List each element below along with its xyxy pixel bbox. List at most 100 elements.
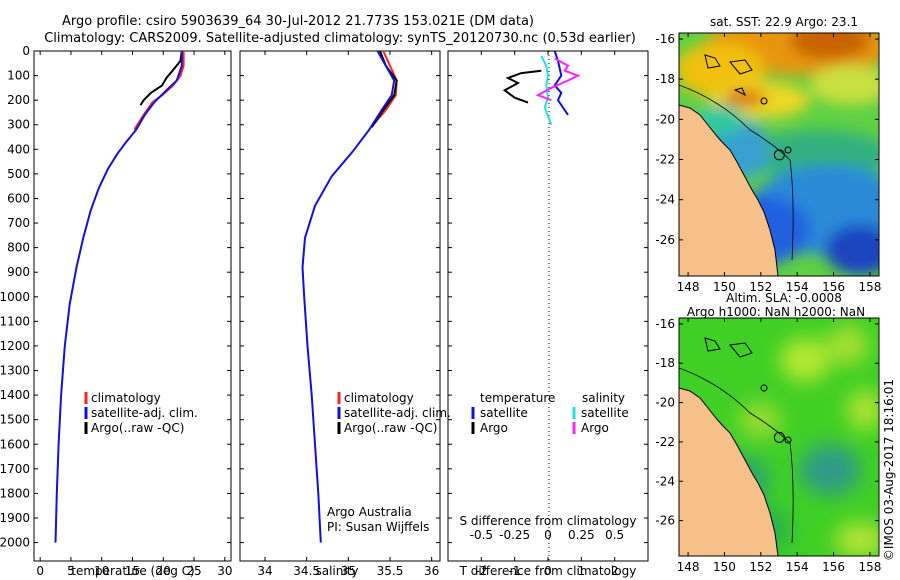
y-tick-label: 1400 <box>0 388 30 402</box>
series-temperature-argo <box>502 69 542 104</box>
series-satellite-adj-clim- <box>54 51 183 543</box>
sla-map-panel: Altim. SLA: -0.0008 Argo h1000: NaN h200… <box>655 291 881 574</box>
s-tick-label: -0.25 <box>499 528 530 542</box>
map-x-tick-label: 156 <box>822 560 845 574</box>
map-x-tick-label: 154 <box>786 280 809 294</box>
map-y-tick-label: -16 <box>655 317 675 331</box>
legend-temp-satellite: satellite <box>480 406 528 420</box>
difference-axes <box>447 50 649 562</box>
map-x-tick-label: 150 <box>713 560 736 574</box>
legend-climatology: climatology <box>344 391 414 405</box>
map-y-tick-label: -26 <box>655 233 675 247</box>
x-tick-label: 10 <box>94 564 109 578</box>
map-y-tick-label: -24 <box>655 193 675 207</box>
map-x-tick-label: 158 <box>858 560 881 574</box>
salinity-panel: 34 34.5 35 35.5 36 climatology satellite-adj… <box>239 50 451 578</box>
map-x-tick-label: 156 <box>822 280 845 294</box>
y-tick-label: 200 <box>7 93 30 107</box>
x-tick-label: 20 <box>156 564 171 578</box>
temperature-legend: climatology satellite-adj. clim. Argo(..… <box>84 391 198 435</box>
map-y-tick-label: -16 <box>655 32 675 46</box>
x-tick-label: 2 <box>611 564 619 578</box>
sst-map-panel: sat. SST: 22.9 Argo: 23.1 <box>655 15 881 294</box>
x-tick-label: 35.5 <box>377 564 404 578</box>
salinity-axes <box>239 50 441 562</box>
legend-climatology: climatology <box>91 391 161 405</box>
s-tick-label: -0.5 <box>470 528 493 542</box>
map-x-tick-label: 152 <box>749 280 772 294</box>
y-tick-label: 1900 <box>0 511 30 525</box>
legend-salinity-title: salinity <box>582 391 625 405</box>
map-x-tick-label: 148 <box>677 560 700 574</box>
legend-argo: Argo(..raw -QC) <box>91 421 184 435</box>
legend-temperature-title: temperature <box>480 391 555 405</box>
header-line-2: Climatology: CARS2009. Satellite-adjuste… <box>44 31 636 46</box>
credit-text: ©IMOS 03-Aug-2017 18:16:01 <box>882 379 896 561</box>
legend-sal-argo: Argo <box>581 421 609 435</box>
y-tick-label: 2000 <box>0 536 30 550</box>
sla-map-frame <box>678 317 880 557</box>
salinity-legend: climatology satellite-adj. clim. Argo(..… <box>337 391 451 435</box>
note-pi: PI: Susan Wijffels <box>327 520 429 534</box>
sla-map-title-1: Altim. SLA: -0.0008 <box>726 291 842 305</box>
difference-panel: -2 -1 0 1 2 temperature satellite Argo salin… <box>447 50 649 578</box>
sla-map-image <box>679 318 879 556</box>
y-tick-label: 1300 <box>0 364 30 378</box>
x-tick-label: 34 <box>257 564 272 578</box>
temperature-axes <box>33 50 232 562</box>
y-tick-label: 900 <box>7 265 30 279</box>
series-argo-raw-qc- <box>139 50 183 106</box>
map-x-tick-label: 150 <box>713 280 736 294</box>
series-satellite-adj-clim- <box>301 50 396 543</box>
map-y-tick-label: -18 <box>655 356 675 370</box>
x-tick-label: 0 <box>544 564 552 578</box>
x-tick-label: 25 <box>186 564 201 578</box>
x-tick-label: 35 <box>341 564 356 578</box>
series-climatology <box>133 51 185 131</box>
s-tick-label: 0 <box>544 528 552 542</box>
series-salinity-satellite <box>540 55 553 126</box>
y-tick-label: 1600 <box>0 437 30 451</box>
map-y-tick-label: -18 <box>655 72 675 86</box>
x-tick-label: 34.5 <box>293 564 320 578</box>
y-tick-label: 500 <box>7 167 30 181</box>
s-tick-label: 0.5 <box>605 528 624 542</box>
temperature-xlabel: temperature (deg C) <box>71 564 194 578</box>
map-y-tick-label: -20 <box>655 396 675 410</box>
legend-temp-argo: Argo <box>480 421 508 435</box>
map-y-tick-label: -20 <box>655 112 675 126</box>
map-x-tick-label: 158 <box>858 280 881 294</box>
y-tick-label: 100 <box>7 69 30 83</box>
y-tick-label: 1100 <box>0 314 30 328</box>
y-tick-label: 700 <box>7 216 30 230</box>
s-difference-label: S difference from climatology <box>460 514 637 528</box>
x-tick-label: 15 <box>125 564 140 578</box>
x-tick-label: -2 <box>475 564 487 578</box>
argo-position-marker <box>773 431 785 443</box>
sst-map-title: sat. SST: 22.9 Argo: 23.1 <box>710 15 858 29</box>
y-tick-label: 0 <box>22 44 30 58</box>
y-tick-label: 800 <box>7 241 30 255</box>
difference-legend: temperature satellite Argo salinity sate… <box>471 391 629 435</box>
map-x-tick-label: 152 <box>749 560 772 574</box>
salinity-xlabel: salinity <box>315 564 358 578</box>
y-tick-label: 1500 <box>0 413 30 427</box>
legend-argo: Argo(..raw -QC) <box>344 421 437 435</box>
legend-satellite: satellite-adj. clim. <box>91 406 198 420</box>
sst-map-frame <box>678 32 880 277</box>
y-tick-label: 1700 <box>0 462 30 476</box>
sst-map-image <box>679 33 879 276</box>
y-tick-label: 1200 <box>0 339 30 353</box>
legend-satellite: satellite-adj. clim. <box>344 406 451 420</box>
x-tick-label: 36 <box>424 564 439 578</box>
t-difference-label: T difference from climatology <box>459 564 637 578</box>
y-tick-label: 300 <box>7 118 30 132</box>
x-tick-label: 0 <box>36 564 44 578</box>
map-y-tick-label: -22 <box>655 435 675 449</box>
y-tick-label: 1800 <box>0 486 30 500</box>
map-x-tick-label: 154 <box>786 560 809 574</box>
s-tick-label: 0.25 <box>568 528 595 542</box>
x-tick-label: 30 <box>217 564 232 578</box>
note-argo-australia: Argo Australia <box>327 505 412 519</box>
